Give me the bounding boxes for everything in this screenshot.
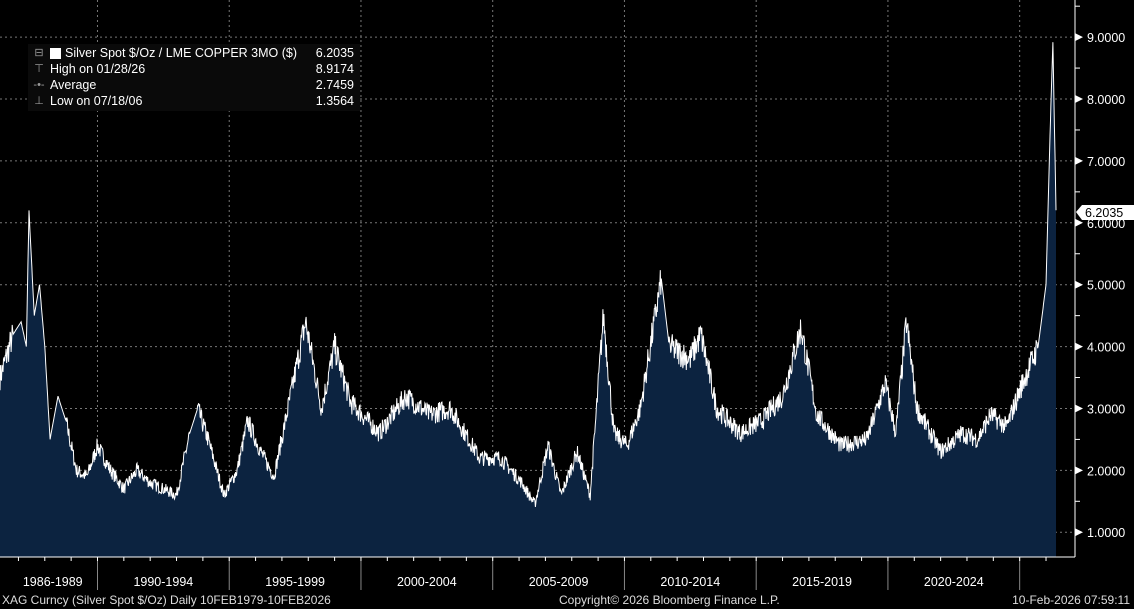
x-period-label: 2010-2014: [660, 575, 720, 589]
y-tick: [1075, 466, 1083, 475]
y-tick-label: 1.0000: [1087, 526, 1125, 540]
x-period-label: 2015-2019: [792, 575, 852, 589]
average-marker-icon: -•-: [33, 79, 45, 91]
y-tick: [1075, 528, 1083, 537]
last-value-text: 6.2035: [1085, 206, 1123, 220]
x-period-label: 2020-2024: [924, 575, 984, 589]
legend-low-label: Low on 07/18/06: [50, 94, 143, 108]
legend-avg-label: Average: [50, 78, 97, 92]
y-tick: [1075, 404, 1083, 413]
series-line: [0, 42, 1057, 507]
high-marker-icon: ⊤: [34, 63, 44, 75]
y-tick: [1075, 156, 1083, 165]
chart: 1.0000 2.0000 3.0000 4.0000 5.0000 6.0000 7.00…: [0, 0, 1134, 590]
y-tick-label: 8.0000: [1087, 93, 1125, 107]
legend-high-value: 8.9174: [315, 62, 354, 76]
x-period-label: 1995-1999: [265, 575, 325, 589]
y-tick: [1075, 280, 1083, 289]
y-tick-label: 9.0000: [1087, 31, 1125, 45]
x-axis: 1986-1989 1990-1994 1995-1999 2000-2004 2005…: [0, 556, 1075, 590]
series-area: [0, 42, 1057, 557]
x-period-label: 2000-2004: [397, 575, 457, 589]
x-period-label: 1986-1989: [23, 575, 83, 589]
legend-avg-value: 2.7459: [315, 78, 354, 92]
legend-high-label: High on 01/28/26: [50, 62, 146, 76]
last-value-label: 6.2035: [1076, 205, 1134, 220]
legend-title-value: 6.2035: [315, 46, 354, 60]
y-tick-label: 5.0000: [1087, 279, 1125, 293]
y-axis: 1.0000 2.0000 3.0000 4.0000 5.0000 6.0000 7.00…: [1074, 0, 1125, 557]
legend-title: Silver Spot $/Oz / LME COPPER 3MO ($): [65, 46, 298, 60]
legend: ⊟ Silver Spot $/Oz / LME COPPER 3MO ($) 6.…: [28, 44, 360, 111]
y-tick-label: 7.0000: [1087, 155, 1125, 169]
y-tick: [1075, 95, 1083, 104]
y-tick-label: 2.0000: [1087, 464, 1125, 478]
x-period-label: 1990-1994: [133, 575, 193, 589]
y-tick: [1075, 33, 1083, 42]
low-marker-icon: ⊥: [34, 95, 44, 107]
series-swatch-icon: [50, 47, 61, 59]
collapse-icon[interactable]: ⊟: [34, 47, 44, 59]
legend-low-value: 1.3564: [315, 94, 354, 108]
y-tick: [1075, 342, 1083, 351]
y-tick-label: 6.0000: [1087, 217, 1125, 231]
y-tick-label: 3.0000: [1087, 402, 1125, 416]
x-period-label: 2005-2009: [529, 575, 589, 589]
footer-ticker: XAG Curncy (Silver Spot $/Oz) Daily 10FE…: [2, 593, 331, 607]
footer-timestamp: 10-Feb-2026 07:59:11: [1012, 593, 1130, 607]
y-tick-label: 4.0000: [1087, 341, 1125, 355]
y-tick: [1075, 218, 1083, 227]
footer-copyright: Copyright© 2026 Bloomberg Finance L.P.: [559, 593, 780, 607]
